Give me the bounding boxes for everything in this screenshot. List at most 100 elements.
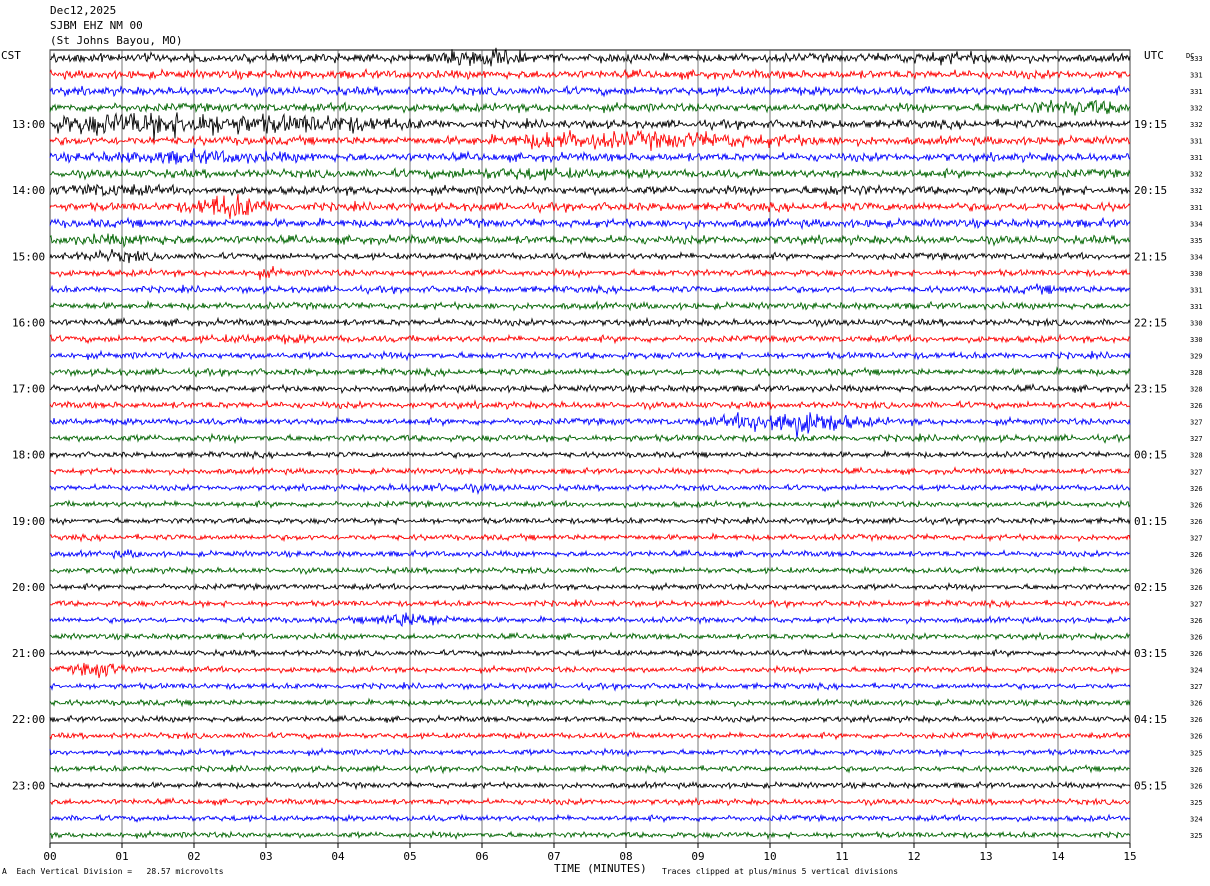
- left-hour-label: 13:00: [12, 118, 45, 131]
- left-timezone-label: CST: [1, 49, 21, 62]
- trace-15: [49, 283, 1131, 296]
- trace-46: [49, 796, 1131, 807]
- seismic-traces: [49, 47, 1131, 841]
- dc-offset-value: 332: [1190, 121, 1203, 129]
- trace-30: [49, 532, 1131, 543]
- dc-offset-value: 326: [1190, 716, 1203, 724]
- x-tick-label: 11: [835, 850, 848, 863]
- dc-offset-value: 326: [1190, 485, 1203, 493]
- scale-text: Each Vertical Division = 28.57 microvolt…: [16, 867, 224, 876]
- trace-1: [49, 47, 1131, 67]
- dc-offset-value: 331: [1190, 303, 1203, 311]
- right-hour-label: 00:15: [1134, 449, 1167, 462]
- right-hour-label: 20:15: [1134, 184, 1167, 197]
- dc-offset-value: 332: [1190, 105, 1203, 113]
- dc-offset-value: 324: [1190, 815, 1203, 823]
- x-tick-label: 01: [115, 850, 128, 863]
- x-tick-label: 13: [979, 850, 992, 863]
- right-hour-label: 01:15: [1134, 515, 1167, 528]
- dc-offset-value: 328: [1190, 369, 1203, 377]
- dc-offset-value: 332: [1190, 171, 1203, 179]
- trace-13: [49, 248, 1131, 264]
- right-hour-label: 23:15: [1134, 383, 1167, 396]
- plot-frame: [49, 49, 1131, 844]
- left-hour-label: 16:00: [12, 316, 45, 329]
- x-tick-label: 04: [331, 850, 345, 863]
- dc-offset-value: 326: [1190, 700, 1203, 708]
- left-hour-label: 19:00: [12, 515, 45, 528]
- trace-26: [49, 466, 1131, 477]
- dc-offset-value: 326: [1190, 567, 1203, 575]
- dc-offset-value: 328: [1190, 386, 1203, 394]
- dc-offset-value: 334: [1190, 253, 1203, 261]
- trace-34: [49, 598, 1131, 610]
- dc-offset-value: 325: [1190, 799, 1203, 807]
- trace-37: [49, 648, 1131, 658]
- axis-labels: 00 01 02 03 04 05 06 07 08 09 10 11 12 13 14 15 333 331 33…: [12, 55, 1203, 863]
- x-tick-label: 10: [763, 850, 776, 863]
- trace-27: [49, 482, 1131, 495]
- x-tick-label: 15: [1123, 850, 1136, 863]
- dc-offset-value: 325: [1190, 749, 1203, 757]
- trace-17: [49, 316, 1131, 328]
- left-hour-label: 14:00: [12, 184, 45, 197]
- right-hour-label: 19:15: [1134, 118, 1167, 131]
- dc-offset-value: 326: [1190, 782, 1203, 790]
- left-hour-label: 15:00: [12, 250, 45, 263]
- trace-4: [49, 99, 1131, 116]
- right-hour-label: 02:15: [1134, 581, 1167, 594]
- station-code: SJBM EHZ NM 00: [50, 19, 143, 32]
- left-hour-label: 20:00: [12, 581, 45, 594]
- x-tick-label: 08: [619, 850, 632, 863]
- dc-offset-value: 331: [1190, 154, 1203, 162]
- right-timezone-label: UTC: [1144, 49, 1164, 62]
- plot-date: Dec12,2025: [50, 4, 117, 17]
- dc-offset-value: 331: [1190, 72, 1203, 80]
- trace-7: [49, 147, 1131, 165]
- dc-offset-value: 334: [1190, 220, 1203, 228]
- trace-29: [49, 516, 1131, 527]
- trace-48: [49, 829, 1131, 841]
- trace-44: [49, 764, 1131, 775]
- left-hour-label: 23:00: [12, 779, 45, 792]
- dc-offset-value: 326: [1190, 518, 1203, 526]
- dc-offset-value: 330: [1190, 336, 1203, 344]
- right-hour-label: 21:15: [1134, 250, 1167, 263]
- dc-offset-value: 335: [1190, 237, 1203, 245]
- dc-offset-header: DC: [1186, 52, 1195, 60]
- scale-note: A Each Vertical Division = 28.57 microvo…: [2, 867, 224, 876]
- dc-offset-value: 326: [1190, 733, 1203, 741]
- clip-note: Traces clipped at plus/minus 5 vertical …: [662, 867, 899, 876]
- trace-2: [49, 68, 1131, 81]
- x-tick-label: 00: [43, 850, 56, 863]
- trace-38: [49, 662, 1131, 679]
- left-hour-label: 22:00: [12, 713, 45, 726]
- dc-offset-value: 331: [1190, 286, 1203, 294]
- trace-43: [49, 747, 1131, 758]
- trace-19: [49, 349, 1131, 362]
- trace-22: [49, 399, 1131, 411]
- right-hour-label: 05:15: [1134, 779, 1167, 792]
- dc-offset-value: 326: [1190, 402, 1203, 410]
- left-hour-label: 21:00: [12, 647, 45, 660]
- dc-offset-value: 329: [1190, 353, 1203, 361]
- trace-8: [49, 167, 1131, 181]
- dc-offset-value: 326: [1190, 634, 1203, 642]
- dc-offset-value: 324: [1190, 667, 1203, 675]
- dc-offset-value: 332: [1190, 187, 1203, 195]
- dc-offset-value: 328: [1190, 452, 1203, 460]
- trace-24: [49, 432, 1131, 445]
- footer-mark: A: [2, 867, 7, 876]
- dc-offset-value: 330: [1190, 270, 1203, 278]
- trace-5: [49, 112, 1131, 141]
- dc-offset-value: 331: [1190, 88, 1203, 96]
- dc-offset-value: 326: [1190, 551, 1203, 559]
- trace-18: [49, 333, 1131, 345]
- x-tick-label: 02: [187, 850, 200, 863]
- trace-31: [49, 548, 1131, 560]
- dc-offset-value: 326: [1190, 584, 1203, 592]
- trace-39: [49, 681, 1131, 692]
- left-hour-label: 17:00: [12, 383, 45, 396]
- x-tick-label: 12: [907, 850, 920, 863]
